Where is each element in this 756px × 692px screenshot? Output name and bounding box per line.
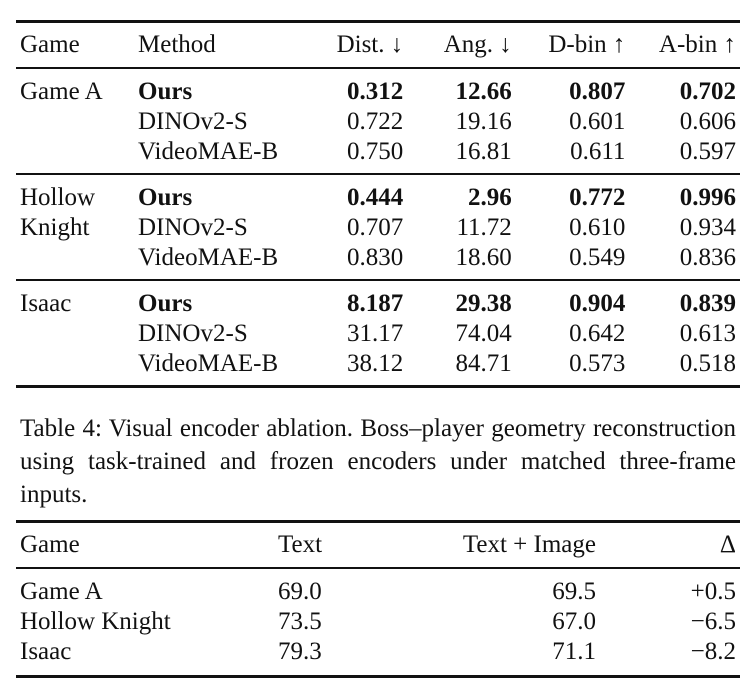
dist-cell: 0.750 xyxy=(347,138,404,165)
table-row: Isaac Ours 8.187 29.38 0.904 0.839 xyxy=(16,280,740,319)
game-label: Game A xyxy=(20,78,103,105)
game-cell: Isaac xyxy=(20,638,72,665)
group-isaac: Isaac Ours 8.187 29.38 0.904 0.839 DINOv… xyxy=(16,280,740,387)
method-cell: DINOv2-S xyxy=(138,214,248,241)
table-header-row: Game Text Text + Image Δ xyxy=(16,520,740,569)
dist-cell: 0.722 xyxy=(347,108,404,135)
delta-cell: −6.5 xyxy=(690,608,736,635)
abin-cell: 0.839 xyxy=(679,290,736,317)
ang-cell: 16.81 xyxy=(455,138,512,165)
ang-cell: 84.71 xyxy=(455,350,512,377)
col-header-abin: A-bin ↑ xyxy=(629,20,740,69)
ang-cell: 12.66 xyxy=(455,78,512,105)
abin-cell: 0.613 xyxy=(679,320,736,347)
table-row: Knight DINOv2-S 0.707 11.72 0.610 0.934 xyxy=(16,213,740,243)
abin-cell: 0.934 xyxy=(679,214,736,241)
game-label: Isaac xyxy=(20,290,72,317)
col-header-dist: Dist. ↓ xyxy=(297,20,408,69)
dbin-cell: 0.549 xyxy=(569,244,626,271)
delta-cell: +0.5 xyxy=(690,578,736,605)
method-cell: DINOv2-S xyxy=(138,108,248,135)
group-hollow-knight: Hollow Ours 0.444 2.96 0.772 0.996 Knigh… xyxy=(16,174,740,280)
game-label-line2: Knight xyxy=(20,214,90,241)
ang-cell: 2.96 xyxy=(468,184,512,211)
col-header-game: Game xyxy=(16,520,274,569)
delta-cell: −8.2 xyxy=(690,638,736,665)
text-cell: 79.3 xyxy=(278,638,322,665)
dist-cell: 8.187 xyxy=(347,290,404,317)
game-label-line2 xyxy=(16,319,134,349)
method-cell: DINOv2-S xyxy=(138,320,248,347)
method-cell: Ours xyxy=(138,290,193,317)
col-header-game: Game xyxy=(16,20,134,69)
text-image-cell: 71.1 xyxy=(552,638,596,665)
method-cell: Ours xyxy=(138,78,193,105)
method-cell: VideoMAE-B xyxy=(138,244,279,271)
game-label: Hollow xyxy=(20,184,95,211)
table-row: Hollow Ours 0.444 2.96 0.772 0.996 xyxy=(16,174,740,213)
text-cell: 73.5 xyxy=(278,608,322,635)
ang-cell: 11.72 xyxy=(456,214,512,241)
text-image-table: Game Text Text + Image Δ Game A 69.0 69.… xyxy=(16,520,740,678)
dist-cell: 0.312 xyxy=(347,78,404,105)
text-image-cell: 69.5 xyxy=(552,578,596,605)
dbin-cell: 0.807 xyxy=(569,78,626,105)
encoder-ablation-table: Game Method Dist. ↓ Ang. ↓ D-bin ↑ A-bin… xyxy=(16,20,740,388)
dist-cell: 31.17 xyxy=(347,320,404,347)
dbin-cell: 0.611 xyxy=(570,138,626,165)
col-header-text-image: Text + Image xyxy=(372,520,600,569)
method-cell: VideoMAE-B xyxy=(138,350,279,377)
method-cell: VideoMAE-B xyxy=(138,138,279,165)
table-header-row: Game Method Dist. ↓ Ang. ↓ D-bin ↑ A-bin… xyxy=(16,20,740,69)
dist-cell: 38.12 xyxy=(347,350,404,377)
table-row: DINOv2-S 0.722 19.16 0.601 0.606 xyxy=(16,107,740,137)
method-cell: Ours xyxy=(138,184,193,211)
dbin-cell: 0.610 xyxy=(569,214,626,241)
dbin-cell: 0.601 xyxy=(569,108,626,135)
table-row: VideoMAE-B 0.750 16.81 0.611 0.597 xyxy=(16,137,740,174)
abin-cell: 0.996 xyxy=(679,184,736,211)
ang-cell: 29.38 xyxy=(455,290,512,317)
table-caption: Table 4: Visual encoder ablation. Boss–p… xyxy=(20,415,736,508)
table-row: Isaac 79.3 71.1 −8.2 xyxy=(16,637,740,677)
dist-cell: 0.830 xyxy=(347,244,404,271)
ang-cell: 19.16 xyxy=(455,108,512,135)
dist-cell: 0.707 xyxy=(347,214,404,241)
col-header-ang: Ang. ↓ xyxy=(407,20,516,69)
table-row: VideoMAE-B 38.12 84.71 0.573 0.518 xyxy=(16,349,740,387)
table-row: Game A 69.0 69.5 +0.5 xyxy=(16,568,740,607)
text-cell: 69.0 xyxy=(278,578,322,605)
dbin-cell: 0.573 xyxy=(569,350,626,377)
game-cell: Hollow Knight xyxy=(20,608,171,635)
table-row: DINOv2-S 31.17 74.04 0.642 0.613 xyxy=(16,319,740,349)
game-cell: Game A xyxy=(20,578,103,605)
ang-cell: 74.04 xyxy=(455,320,512,347)
col-header-method: Method xyxy=(134,20,298,69)
text-image-cell: 67.0 xyxy=(552,608,596,635)
dbin-cell: 0.772 xyxy=(569,184,626,211)
dbin-cell: 0.904 xyxy=(569,290,626,317)
table-row: Game A Ours 0.312 12.66 0.807 0.702 xyxy=(16,68,740,107)
table-row: VideoMAE-B 0.830 18.60 0.549 0.836 xyxy=(16,243,740,280)
col-header-dbin: D-bin ↑ xyxy=(515,20,630,69)
abin-cell: 0.518 xyxy=(679,350,736,377)
abin-cell: 0.702 xyxy=(679,78,736,105)
dbin-cell: 0.642 xyxy=(569,320,626,347)
table-row: Hollow Knight 73.5 67.0 −6.5 xyxy=(16,607,740,637)
dist-cell: 0.444 xyxy=(347,184,404,211)
col-header-text: Text xyxy=(274,520,372,569)
abin-cell: 0.597 xyxy=(679,138,736,165)
group-game-a: Game A Ours 0.312 12.66 0.807 0.702 DINO… xyxy=(16,68,740,174)
col-header-delta: Δ xyxy=(600,520,740,569)
abin-cell: 0.606 xyxy=(679,108,736,135)
abin-cell: 0.836 xyxy=(679,244,736,271)
game-label-line2 xyxy=(16,107,134,137)
ang-cell: 18.60 xyxy=(455,244,512,271)
